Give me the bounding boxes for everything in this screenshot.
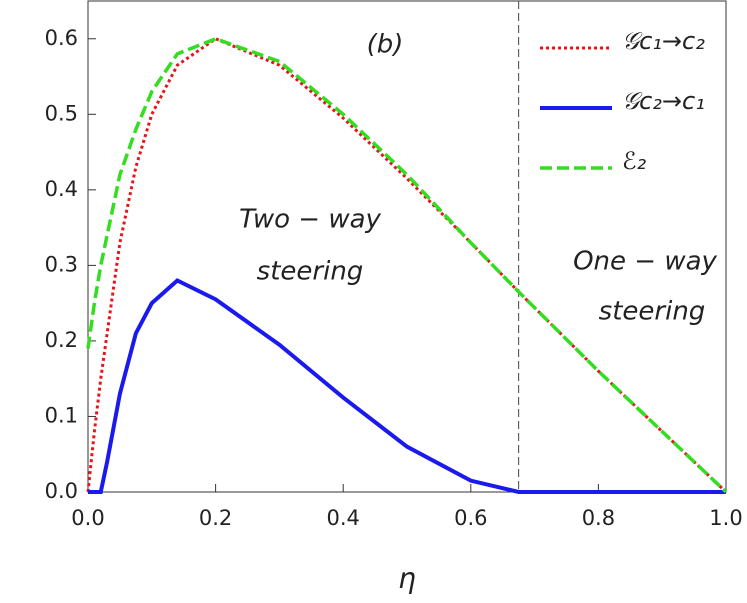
y-tick-label: 0.1 bbox=[45, 403, 78, 427]
x-tick-label: 0.2 bbox=[199, 506, 232, 530]
annotation: steering bbox=[599, 297, 706, 327]
legend-label: 𝒢c₁→c₂ bbox=[622, 27, 705, 55]
x-tick-label: 0.8 bbox=[582, 506, 615, 530]
x-tick-label: 0.6 bbox=[454, 506, 487, 530]
y-tick-label: 0.3 bbox=[45, 252, 78, 276]
x-tick-label: 0.4 bbox=[326, 506, 359, 530]
y-tick-label: 0.0 bbox=[45, 479, 78, 503]
series-line bbox=[86, 36, 728, 494]
annotation: steering bbox=[257, 257, 364, 287]
plot-frame bbox=[87, 0, 727, 493]
y-tick-label: 0.2 bbox=[45, 328, 78, 352]
series-line bbox=[88, 278, 726, 494]
y-tick-label: 0.6 bbox=[45, 26, 78, 50]
x-tick-label: 0.0 bbox=[71, 506, 104, 530]
annotation: (b) bbox=[367, 30, 404, 60]
y-tick-label: 0.4 bbox=[45, 177, 78, 201]
annotation: One − way bbox=[573, 247, 717, 277]
annotation: Two − way bbox=[239, 205, 381, 235]
x-tick-label: 1.0 bbox=[709, 506, 742, 530]
series-line bbox=[86, 37, 728, 494]
y-tick-label: 0.5 bbox=[45, 101, 78, 125]
legend-label: 𝒢c₂→c₁ bbox=[622, 87, 705, 115]
legend-label: ℰ₂ bbox=[622, 147, 647, 175]
x-axis-label: η bbox=[398, 562, 416, 595]
